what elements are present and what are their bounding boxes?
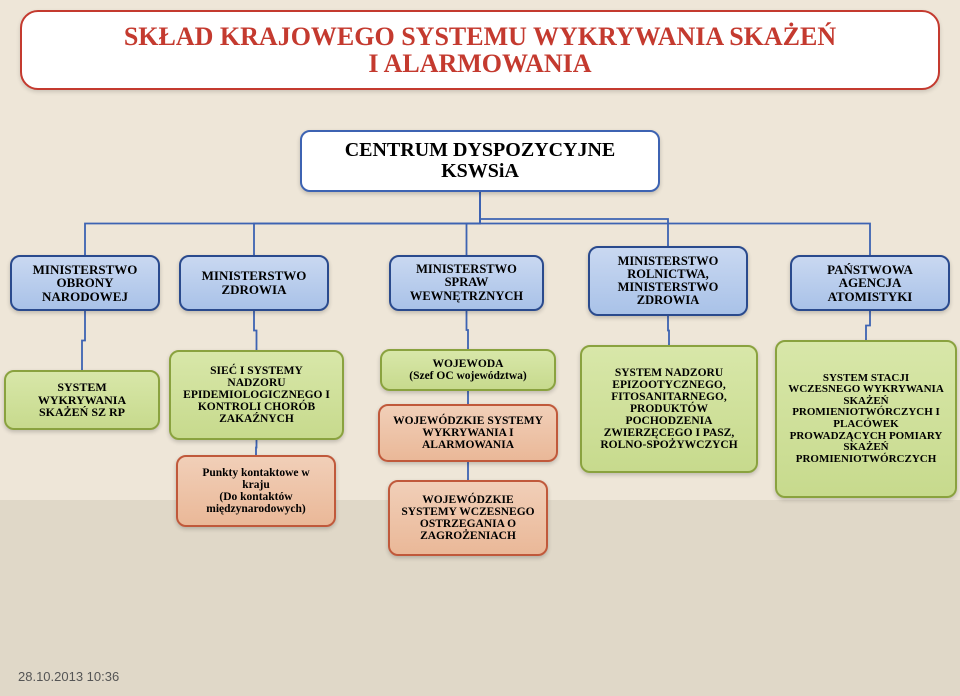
title-line2: I ALARMOWANIA (124, 50, 836, 77)
node-system-nadzoru: SYSTEM NADZORU EPIZOOTYCZNEGO, FITOSANIT… (580, 345, 758, 473)
footer-timestamp: 28.10.2013 10:36 (18, 669, 119, 684)
node-min-rolnictwa: MINISTERSTWO ROLNICTWA, MINISTERSTWO ZDR… (588, 246, 748, 316)
node-system-wykr: SYSTEM WYKRYWANIA SKAŻEŃ SZ RP (4, 370, 160, 430)
node-wojew-ostrzeg: WOJEWÓDZKIE SYSTEMY WCZESNEGO OSTRZEGANI… (388, 480, 548, 556)
title-line1: SKŁAD KRAJOWEGO SYSTEMU WYKRYWANIA SKAŻE… (124, 23, 836, 50)
node-siec-nadzoru: SIEĆ I SYSTEMY NADZORU EPIDEMIOLOGICZNEG… (169, 350, 344, 440)
node-punkty: Punkty kontaktowe w kraju (Do kontaktów … (176, 455, 336, 527)
node-min-spraw: MINISTERSTWO SPRAW WEWNĘTRZNYCH (389, 255, 544, 311)
node-min-zdrowia: MINISTERSTWO ZDROWIA (179, 255, 329, 311)
center-line2: KSWSiA (345, 161, 616, 182)
node-system-stacji: SYSTEM STACJI WCZESNEGO WYKRYWANIA SKAŻE… (775, 340, 957, 498)
node-min-obrony: MINISTERSTWO OBRONY NARODOWEJ (10, 255, 160, 311)
node-wojewoda: WOJEWODA (Szef OC województwa) (380, 349, 556, 391)
center-line1: CENTRUM DYSPOZYCYJNE (345, 140, 616, 161)
node-wojew-systemy: WOJEWÓDZKIE SYSTEMY WYKRYWANIA I ALARMOW… (378, 404, 558, 462)
title-box: SKŁAD KRAJOWEGO SYSTEMU WYKRYWANIA SKAŻE… (20, 10, 940, 90)
center-node: CENTRUM DYSPOZYCYJNE KSWSiA (300, 130, 660, 192)
node-agencja-atom: PAŃSTWOWA AGENCJA ATOMISTYKI (790, 255, 950, 311)
